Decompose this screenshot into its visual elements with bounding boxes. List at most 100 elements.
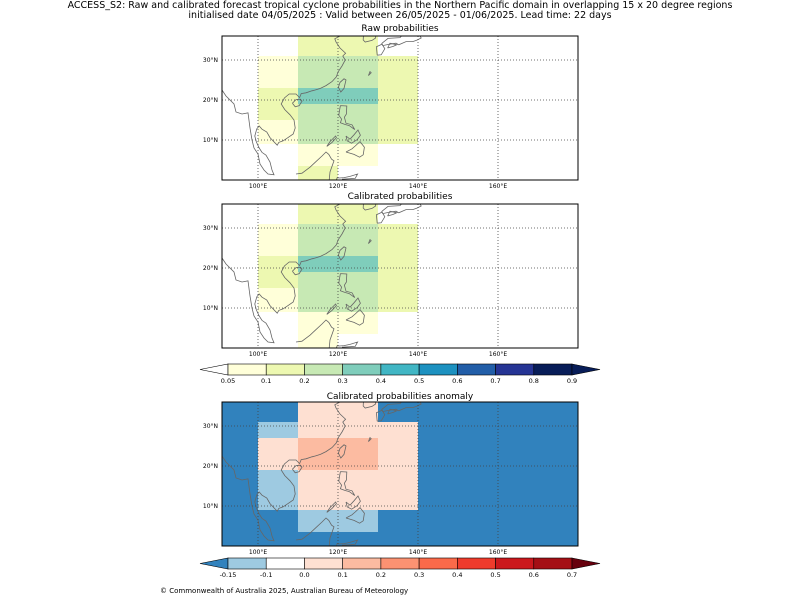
colorbar-segment [342,557,382,570]
lat-tick-label: 10°N [203,503,218,510]
lon-tick-label: 140°E [409,351,427,358]
probability-cell [418,532,578,546]
probability-cell [378,532,418,546]
colorbar-segment [265,363,305,376]
island-sulawesi [335,173,359,180]
probability-cell [298,438,338,454]
probability-cell [298,510,338,532]
probability-cell [258,510,298,532]
island-borneo [295,151,335,180]
colorbar-segment [533,557,573,570]
colorbar-tick-label: -0.15 [220,571,237,579]
colorbar-tick-label: 0.2 [299,377,309,385]
figure-title-line1: ACCESS_S2: Raw and calibrated forecast t… [67,0,733,11]
anomaly-colorbar: -0.15 -0.1 0.0 0.1 0.2 0.3 0.4 0.5 0.6 0.7 [199,557,601,579]
probability-cell [338,88,378,104]
probability-cell [338,272,378,288]
probability-cell [378,256,418,272]
colorbar-under-arrow [199,363,229,376]
figure-title-line2: initialised date 04/05/2025 : Valid betw… [188,10,612,21]
island-visayas [345,495,361,510]
probability-cell [338,454,378,470]
probability-cell [298,402,338,422]
colorbar-tick-label: 0.6 [452,377,462,385]
probability-cell [298,72,338,88]
lat-tick-label: 20°N [203,97,218,104]
colorbar-tick-label: 0.3 [337,377,347,385]
probability-cell [298,166,338,180]
probability-cell [378,272,418,288]
probability-cell [338,204,378,224]
probability-cell [258,56,298,72]
probability-cell [222,438,258,454]
colorbar-tick-label: 0.7 [490,377,500,385]
probability-cell [378,88,418,104]
colorbar-tick-label: 0.1 [337,571,347,579]
probability-cell [222,454,258,470]
island-borneo [295,319,335,348]
colorbar-segment [342,363,382,376]
island-luzon [338,273,356,298]
coastline-mainland [222,402,347,542]
probability-cell [258,104,298,120]
colorbar-over-arrow [571,557,601,570]
probability-cell [258,240,298,256]
lat-tick-label: 30°N [203,57,218,64]
map-frame [221,35,579,181]
colorbar-segment [380,363,420,376]
probability-cell [258,402,298,422]
probability-cell [338,470,378,486]
probability-cell [338,256,378,272]
island-okinawa [368,238,372,244]
lat-tick-label: 10°N [203,137,218,144]
island-sulawesi [335,539,359,546]
island-shikoku [387,42,399,49]
map-plot-area [222,204,578,348]
probability-cell [258,532,298,546]
probability-cell [222,532,258,546]
probability-cell [298,104,338,120]
island-borneo [295,517,335,546]
probability-cell [378,72,418,88]
island-luzon [338,471,356,496]
anomaly-panel-title: Calibrated probabilities anomaly [326,392,474,402]
coastline-mainland [222,204,347,344]
island-hainan [292,266,303,276]
probability-cell [378,422,418,438]
raw-panel-title: Raw probabilities [361,24,439,34]
probability-cell [222,422,258,438]
probability-cell [378,454,418,470]
probability-cell [338,402,378,422]
colorbar-segment [495,557,535,570]
colorbar-segment [304,363,343,376]
probability-cell [258,454,298,470]
probability-cell [298,204,338,224]
map-frame [221,401,579,547]
island-shikoku [387,408,399,415]
probability-cell [338,510,378,532]
probability-cell [298,334,338,348]
island-palawan [326,501,337,513]
probability-cell [298,422,338,438]
lon-tick-label: 140°E [409,549,427,556]
lat-tick-label: 30°N [203,423,218,430]
probability-colorbar: 0.05 0.1 0.2 0.3 0.4 0.5 0.6 0.7 0.8 0.9 [199,363,601,385]
colorbar-segment [533,363,573,376]
probability-cell [418,510,578,532]
probability-cell [298,256,338,272]
lon-tick-label: 100°E [249,549,267,556]
probability-cell [298,56,338,72]
probability-cell [258,256,298,272]
island-taiwan [338,444,347,459]
lon-tick-label: 100°E [249,351,267,358]
calibrated-panel-title: Calibrated probabilities [347,192,453,202]
lon-tick-label: 140°E [409,183,427,190]
colorbar-segment [227,363,267,376]
probability-cell [378,240,418,256]
lat-tick-label: 10°N [203,305,218,312]
lon-tick-label: 120°E [329,351,347,358]
island-visayas [345,297,361,312]
lon-tick-label: 120°E [329,183,347,190]
probability-cell [298,88,338,104]
